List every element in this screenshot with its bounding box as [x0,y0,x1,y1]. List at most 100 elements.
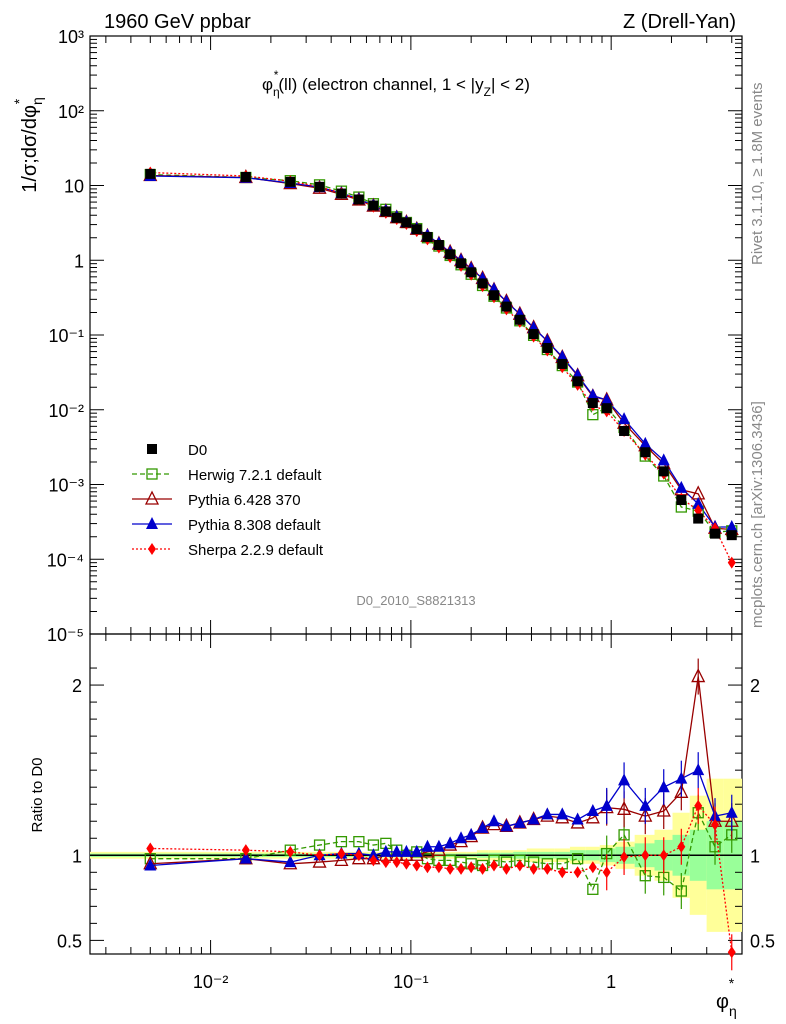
header-right-title: Z (Drell-Yan) [623,11,736,33]
data-point-d0 [336,188,347,199]
rivet-version-label: Rivet 3.1.10, ≥ 1.8M events [749,83,766,266]
ratio-point-pythia8 [618,773,631,786]
main-y-tick-label: 10² [58,102,84,122]
ratio-point-sherpa [620,850,629,863]
ratio-point-sherpa [146,842,155,855]
ratio-point-sherpa [573,866,582,879]
ratio-point-pythia6 [674,783,689,798]
ratio-point-sherpa [502,862,511,875]
data-point-d0 [514,314,525,325]
legend-label: Pythia 6.428 370 [188,492,301,509]
ratio-point-pythia6 [312,853,327,868]
ratio-point-pythia8 [432,839,445,852]
ratio-point-pythia8 [487,814,500,827]
main-y-axis-label-star: * [11,98,27,104]
x-tick-label: 10⁻¹ [393,972,429,992]
ratio-point-herwig [587,883,599,895]
data-point-sherpa [694,504,703,517]
ratio-y-tick-label: 0.5 [57,931,82,951]
ratio-point-sherpa [446,862,455,875]
ratio-point-sherpa [694,799,703,812]
data-point-sherpa [727,556,736,569]
data-point-d0 [726,530,737,541]
legend-marker-pythia8 [146,517,158,529]
ratio-point-pythia8 [390,844,403,857]
ratio-point-sherpa [489,859,498,872]
ratio-point-sherpa [641,849,650,862]
data-point-pythia8 [556,349,569,362]
plot-title-sub: Z [484,85,491,99]
ratio-point-pythia8 [586,804,599,817]
main-y-axis-label: 1/σ;dσ/dφη* [11,97,45,193]
axes-ticks: 10⁻² 10⁻¹ 1 10⁻⁵ 10⁻⁴ 10⁻³ 10⁻² 10⁻¹ 1 10 10² 10³ 0.… [47,27,775,992]
data-point-pythia8 [692,496,705,509]
ratio-point-sherpa [467,861,476,874]
data-point-d0 [145,168,156,179]
legend-marker-d0 [147,444,157,454]
ratio-point-pythia8 [421,839,434,852]
data-point-d0 [488,290,499,301]
ratio-point-pythia8 [657,780,670,793]
plot-title-text: (ll) (electron channel, 1 < |y [278,75,484,94]
data-point-d0 [572,376,583,387]
data-point-d0 [422,231,433,242]
data-point-d0 [401,217,412,228]
main-y-axis-label-main: 1/σ;dσ/dφ [19,105,41,193]
ratio-y-axis-label: Ratio to D0 [29,757,46,832]
ratio-point-pythia8 [527,812,540,825]
main-y-tick-label: 10⁻² [48,401,84,421]
ratio-y-tick-label-right: 2 [750,676,760,696]
ratio-point-pythia8 [144,858,157,871]
ratio-point-pythia8 [455,831,468,844]
ratio-point-pythia8 [600,798,613,811]
x-tick-label: 1 [606,972,616,992]
ratio-point-sherpa [529,862,538,875]
data-point-pythia8 [725,520,738,533]
ratio-point-sherpa [392,856,401,869]
ratio-point-pythia8 [692,763,705,776]
ratio-point-sherpa [369,854,378,867]
analysis-watermark: D0_2010_S8821313 [356,593,475,608]
data-point-d0 [445,249,456,260]
ratio-point-pythia8 [410,844,423,857]
ratio-point-sherpa [478,862,487,875]
data-point-d0 [710,528,721,539]
data-point-d0 [380,206,391,217]
data-point-d0 [676,495,687,506]
data-point-d0 [501,301,512,312]
data-point-pythia8 [675,480,688,493]
data-point-d0 [542,343,553,354]
ratio-point-sherpa [354,849,363,862]
legend-label: D0 [188,442,207,459]
legend-label: Pythia 8.308 default [188,517,321,534]
ratio-point-sherpa [677,840,686,853]
header-left-title: 1960 GeV ppbar [104,11,251,33]
ratio-point-pythia8 [465,827,478,840]
ratio-point-pythia8 [476,821,489,834]
data-point-d0 [619,425,630,436]
plot-title: φη *(ll) (electron channel, 1 < |yZ| < 2) [262,68,530,99]
main-y-tick-label: 10⁻⁴ [47,550,84,570]
data-point-pythia8 [618,412,631,425]
ratio-y-tick-label: 1 [72,846,82,866]
ratio-point-sherpa [659,849,668,862]
legend-label: Sherpa 2.2.9 default [188,542,324,559]
data-point-d0 [411,224,422,235]
ratio-point-pythia8 [239,851,252,864]
ratio-point-sherpa [588,861,597,874]
ratio-panel-frame [89,633,743,955]
data-point-pythia8 [657,453,670,466]
x-axis-label-sub: η [729,1003,737,1019]
data-point-d0 [587,398,598,409]
main-y-tick-label: 10 [64,177,84,197]
ratio-line-sherpa [150,804,733,953]
ratio-point-sherpa [423,861,432,874]
ratio-point-pythia8 [400,844,413,857]
ratio-point-sherpa [337,847,346,860]
data-point-d0 [477,278,488,289]
ratio-point-pythia8 [367,848,380,861]
ratio-point-herwig [675,885,687,897]
ratio-point-sherpa [558,866,567,879]
plot-title-phi: φ [262,75,273,94]
